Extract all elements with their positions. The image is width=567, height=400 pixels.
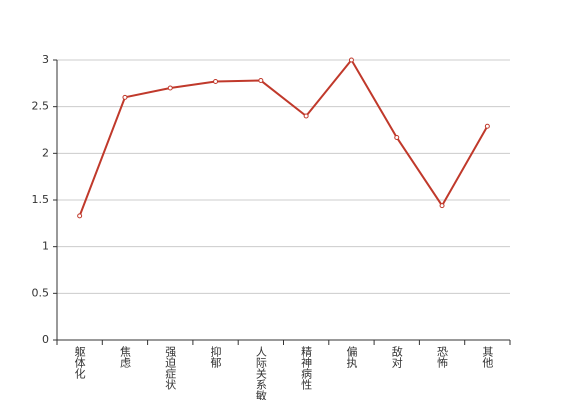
y-tick-label: 2 — [42, 146, 49, 159]
y-tick-label: 0.5 — [32, 286, 50, 299]
x-tick-label: 抑郁 — [209, 345, 222, 368]
y-tick-label: 3 — [42, 53, 49, 66]
y-tick-label: 2.5 — [32, 100, 50, 113]
point — [394, 134, 400, 140]
x-tick-label: 强迫症状 — [164, 346, 177, 390]
x-tick-label: 躯体化 — [73, 346, 86, 380]
point — [213, 78, 219, 84]
point — [484, 123, 490, 129]
x-tick-label: 偏执 — [345, 345, 358, 369]
point — [303, 113, 309, 119]
point — [258, 78, 264, 84]
x-tick-label: 恐怖 — [436, 346, 449, 368]
point — [439, 203, 445, 209]
y-tick-label: 0 — [42, 333, 49, 346]
x-tick-label: 焦虑 — [118, 346, 131, 368]
point — [348, 57, 354, 63]
point — [122, 94, 128, 100]
x-tick-label: 其他 — [481, 346, 494, 368]
y-tick-label: 1.5 — [32, 193, 50, 206]
x-tick-label: 人际关系敏感 — [254, 346, 267, 400]
point — [77, 213, 83, 219]
x-tick-label: 敌对 — [390, 345, 403, 368]
y-tick-label: 1 — [42, 240, 49, 253]
series-line — [78, 58, 489, 217]
x-tick-label: 精神病性 — [300, 346, 313, 391]
point — [167, 85, 173, 91]
